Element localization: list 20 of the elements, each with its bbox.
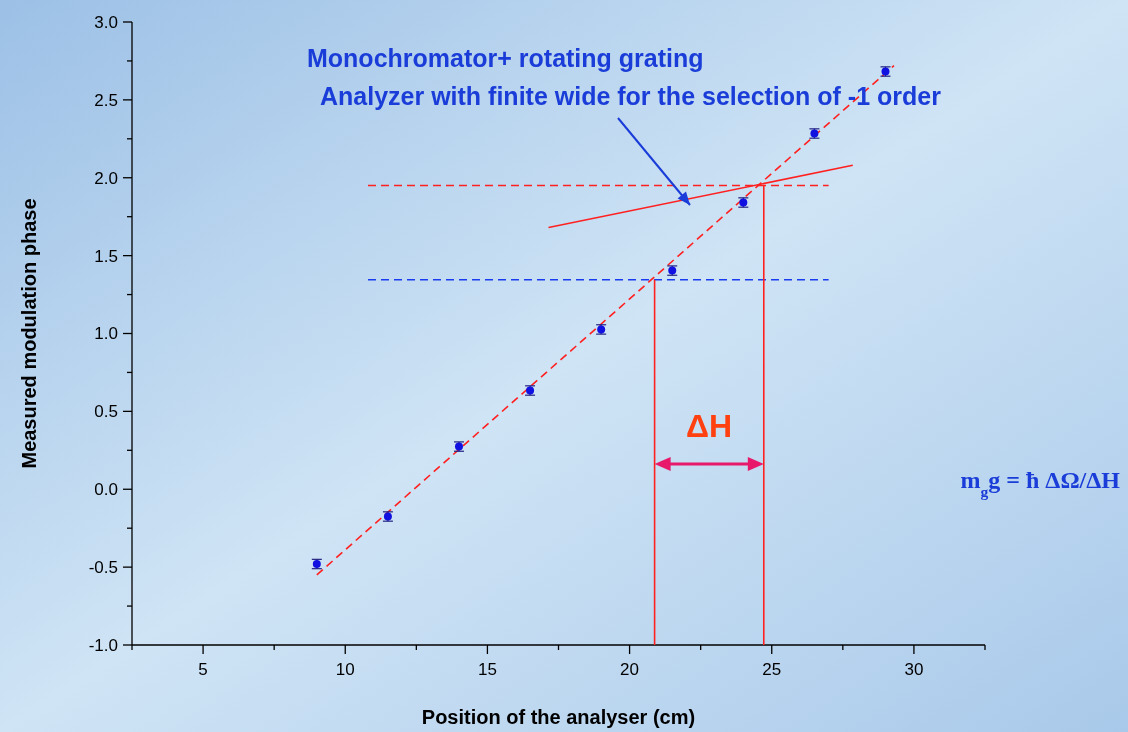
annotation: m$_{g}$g = ħ ΔΩ/ΔH	[960, 467, 1121, 500]
x-tick-label: 25	[762, 660, 782, 679]
x-tick-label: 5	[198, 660, 208, 679]
x-tick-label: 15	[477, 660, 497, 679]
annotation: Monochromator+ rotating grating Analyzer with finite wide for the selection of -1 order	[307, 44, 942, 110]
x-tick-label: 30	[904, 660, 924, 679]
annotation: ΔH	[685, 408, 733, 444]
y-axis-title: Measured modulation phase	[18, 198, 40, 469]
y-tick-label: -1.0	[88, 635, 118, 655]
y-tick-label: 1.5	[94, 246, 118, 266]
x-tick-label: 20	[620, 660, 640, 679]
y-tick-label: 2.5	[94, 90, 118, 110]
y-tick-label: 2.0	[94, 168, 118, 188]
y-tick-label: 1.0	[94, 324, 118, 344]
y-tick-label: 0.5	[94, 402, 118, 422]
y-tick-label: -0.5	[88, 558, 118, 578]
x-axis-title: Position of the analyser (cm)	[421, 706, 696, 728]
y-tick-label: 0.0	[94, 480, 118, 500]
x-tick-label: 10	[335, 660, 355, 679]
y-tick-label: 3.0	[94, 12, 118, 32]
